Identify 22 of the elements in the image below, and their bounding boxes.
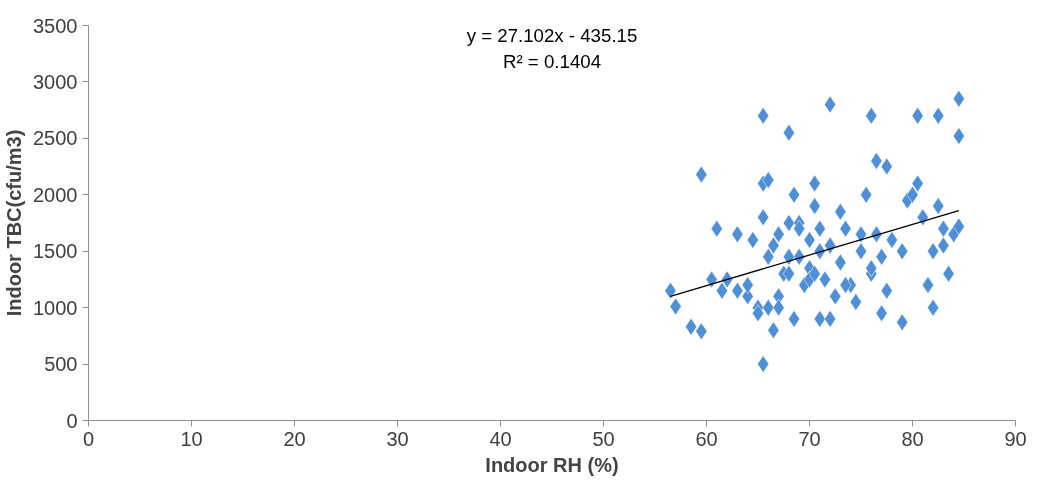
x-tick-label: 60 <box>695 427 718 450</box>
x-tick-label: 70 <box>798 427 821 450</box>
annotation: y = 27.102x - 435.15 <box>466 25 638 47</box>
annotation: R² = 0.1404 <box>503 51 602 73</box>
x-tick-label: 0 <box>82 427 95 450</box>
x-tick-label: 80 <box>901 427 924 450</box>
y-axis-title: Indoor TBC(cfu/m3) <box>3 129 26 317</box>
y-tick-label: 1000 <box>33 296 78 319</box>
y-tick-label: 2500 <box>33 127 78 150</box>
y-tick-label: 3500 <box>33 14 78 37</box>
y-tick-label: 3000 <box>33 70 78 93</box>
x-tick-label: 90 <box>1004 427 1027 450</box>
y-tick-label: 0 <box>66 409 78 432</box>
x-tick-label: 10 <box>180 427 203 450</box>
x-tick-label: 30 <box>386 427 409 450</box>
y-tick-label: 2000 <box>33 183 78 206</box>
x-tick-label: 50 <box>592 427 615 450</box>
x-axis-title: Indoor RH (%) <box>485 453 619 476</box>
x-tick-label: 20 <box>283 427 306 450</box>
y-tick-label: 500 <box>44 353 78 376</box>
y-tick-label: 1500 <box>33 240 78 263</box>
x-tick-label: 40 <box>489 427 512 450</box>
